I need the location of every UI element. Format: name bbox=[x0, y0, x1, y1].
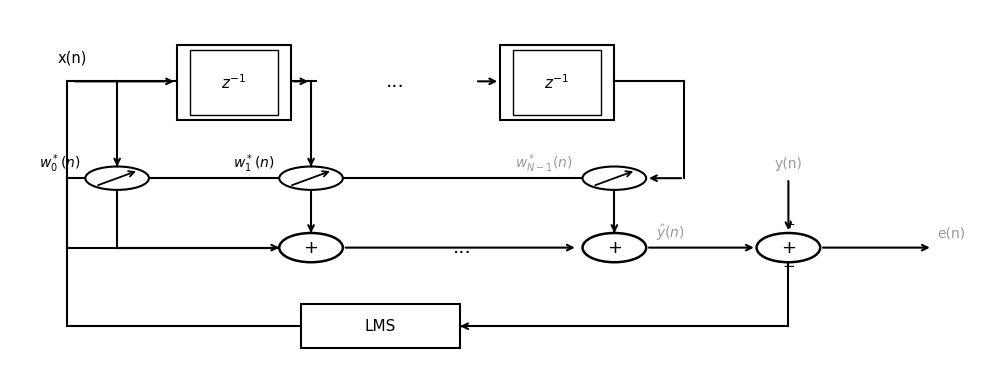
Ellipse shape bbox=[279, 233, 343, 262]
Circle shape bbox=[583, 167, 646, 190]
Text: y(n): y(n) bbox=[774, 157, 802, 171]
Bar bbox=[190, 50, 278, 115]
Circle shape bbox=[85, 167, 149, 190]
Text: +: + bbox=[607, 239, 622, 257]
Bar bbox=[513, 50, 601, 115]
Text: $w_1^*(n)$: $w_1^*(n)$ bbox=[233, 152, 274, 175]
Bar bbox=[500, 45, 614, 120]
Text: +: + bbox=[304, 239, 319, 257]
Text: $w_0^*(n)$: $w_0^*(n)$ bbox=[39, 152, 80, 175]
Text: $z^{-1}$: $z^{-1}$ bbox=[221, 73, 247, 92]
Text: $w_{N-1}^*(n)$: $w_{N-1}^*(n)$ bbox=[515, 152, 573, 175]
Text: $z^{-1}$: $z^{-1}$ bbox=[544, 73, 570, 92]
Text: ...: ... bbox=[386, 72, 405, 91]
Text: ...: ... bbox=[453, 238, 472, 257]
Text: +: + bbox=[781, 239, 796, 257]
Circle shape bbox=[279, 167, 343, 190]
Ellipse shape bbox=[757, 233, 820, 262]
Text: e(n): e(n) bbox=[938, 226, 966, 240]
Ellipse shape bbox=[583, 233, 646, 262]
Bar bbox=[177, 45, 291, 120]
Text: $\hat{y}(n)$: $\hat{y}(n)$ bbox=[656, 223, 685, 243]
Text: LMS: LMS bbox=[365, 319, 396, 334]
Bar bbox=[301, 304, 460, 348]
Text: x(n): x(n) bbox=[57, 50, 87, 65]
Text: +: + bbox=[785, 218, 796, 231]
Text: −: − bbox=[782, 259, 795, 274]
